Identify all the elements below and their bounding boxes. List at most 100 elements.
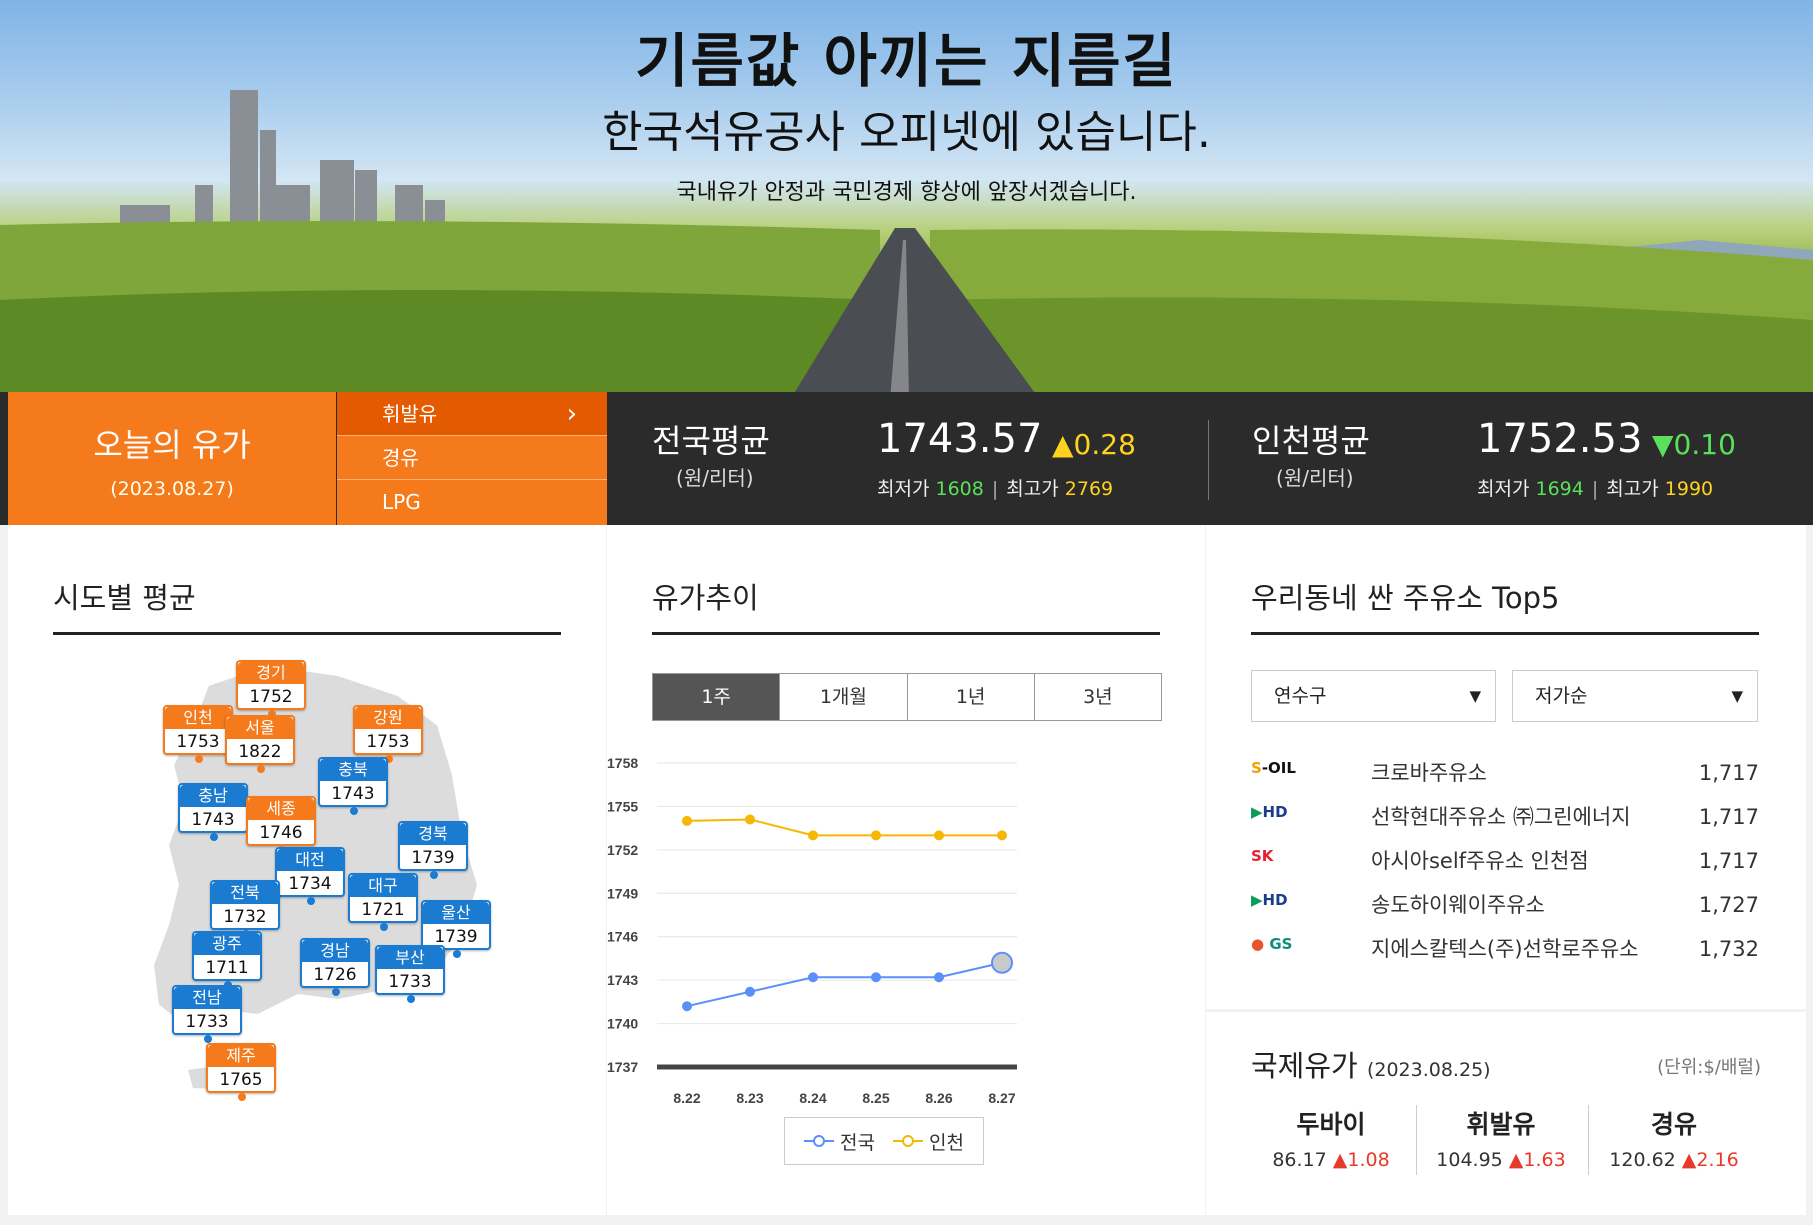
max-label: 최고가	[1606, 478, 1659, 500]
city-marker[interactable]: 전북 1732	[210, 880, 280, 938]
city-marker[interactable]: 제주 1765	[206, 1043, 276, 1101]
city-name: 광주	[194, 933, 260, 955]
city-marker[interactable]: 전남 1733	[172, 985, 242, 1043]
city-value: 1733	[388, 972, 432, 992]
city-marker[interactable]: 대전 1734	[275, 847, 345, 905]
station-row[interactable]: ● GS 지에스칼텍스(주)선학로주유소 1,732	[1251, 927, 1759, 971]
caret-down-icon: ▼	[1731, 687, 1743, 705]
max-label: 최고가	[1006, 478, 1059, 500]
caret-down-icon: ▼	[1469, 687, 1481, 705]
y-tick-label: 1752	[607, 842, 638, 858]
y-tick-label: 1755	[607, 798, 638, 814]
tab-3year[interactable]: 3년	[1083, 686, 1113, 708]
local-average-change: ▼0.10	[1652, 428, 1736, 461]
legend-line-icon	[804, 1135, 835, 1147]
city-marker[interactable]: 충남 1743	[178, 783, 248, 841]
station-row[interactable]: S-OIL 크로바주유소 1,717	[1251, 751, 1759, 795]
tab-1week[interactable]: 1주	[653, 674, 781, 720]
today-price-label: 오늘의 유가 (2023.08.27)	[8, 392, 336, 525]
city-name: 제주	[208, 1045, 274, 1067]
station-name: 크로바주유소	[1371, 761, 1487, 785]
fuel-tab-lpg[interactable]: LPG	[337, 480, 607, 524]
min-value: 1694	[1535, 478, 1584, 500]
fuel-type-tabs: 휘발유 › 경유 LPG	[337, 392, 607, 525]
intl-price-title: 국제유가 (2023.08.25)	[1251, 1043, 1491, 1085]
station-price: 1,717	[1698, 805, 1759, 829]
title-underline	[652, 632, 1160, 635]
station-price: 1,727	[1698, 893, 1759, 917]
price-trend-panel: 유가추이 1주 1개월 1년 3년 1737 1740 1743 1746 1749 17…	[607, 525, 1205, 1215]
series-line	[686, 818, 1002, 837]
data-point	[934, 972, 944, 983]
station-row[interactable]: ▶HD 선학현대주유소 ㈜그린에너지 1,717	[1251, 795, 1759, 839]
city-marker[interactable]: 경남 1726	[300, 938, 370, 996]
city-marker[interactable]: 부산 1733	[375, 945, 445, 1003]
district-select[interactable]: 연수구 ▼	[1251, 670, 1496, 722]
intl-separator	[1416, 1105, 1417, 1175]
station-name: 송도하이웨이주유소	[1371, 893, 1545, 917]
city-value: 1743	[191, 810, 235, 830]
city-marker[interactable]: 세종 1746	[246, 796, 316, 854]
data-point	[745, 986, 755, 997]
x-tick-label: 8.26	[925, 1090, 952, 1106]
local-average-unit: (원/리터)	[1276, 466, 1354, 490]
station-row[interactable]: SK 아시아self주유소 인천점 1,717	[1251, 839, 1759, 883]
top5-panel-title: 우리동네 싼 주유소 Top5	[1251, 581, 1560, 615]
intl-separator	[1588, 1105, 1589, 1175]
x-tick-label: 8.22	[673, 1090, 700, 1106]
city-dot	[307, 897, 315, 905]
city-marker[interactable]: 강원 1753	[353, 705, 423, 763]
title-underline	[1251, 632, 1759, 635]
y-tick-label: 1746	[607, 929, 638, 945]
city-value: 1752	[249, 687, 293, 707]
intl-item-name: 휘발유	[1466, 1110, 1536, 1139]
intl-title-text: 국제유가	[1251, 1049, 1358, 1083]
section-divider	[1206, 1009, 1806, 1012]
national-minmax: 최저가 1608 | 최고가 2769	[877, 478, 1114, 500]
series-line	[686, 961, 1003, 1008]
intl-unit: (단위:$/배럴)	[1657, 1057, 1761, 1078]
city-marker[interactable]: 충북 1743	[318, 757, 388, 815]
station-name: 아시아self주유소 인천점	[1371, 849, 1589, 873]
top5-panel: 우리동네 싼 주유소 Top5 연수구 ▼ 저가순 ▼ S-OIL 크로바주유소 1…	[1206, 525, 1806, 1215]
national-average-change: ▲0.28	[1052, 428, 1136, 461]
city-marker[interactable]: 인천 1753	[163, 705, 233, 763]
min-label: 최저가	[877, 478, 930, 500]
city-value: 1739	[411, 848, 455, 868]
city-marker[interactable]: 대구 1721	[348, 873, 418, 931]
district-value: 연수구	[1274, 685, 1327, 707]
city-dot	[257, 765, 265, 773]
hero-banner: 기름값 아끼는 지름길 한국석유공사 오피넷에 있습니다. 국내유가 안정과 국…	[0, 0, 1813, 400]
city-dot	[453, 950, 461, 958]
soil-logo-icon: S-OIL	[1251, 759, 1296, 777]
city-marker[interactable]: 서울 1822	[225, 715, 295, 773]
station-row[interactable]: ▶HD 송도하이웨이주유소 1,727	[1251, 883, 1759, 927]
data-point	[808, 830, 818, 841]
legend-national[interactable]: 전국	[804, 1128, 875, 1155]
fuel-tab-gasoline[interactable]: 휘발유 ›	[337, 392, 607, 436]
sort-value: 저가순	[1535, 685, 1588, 707]
city-name: 충남	[180, 785, 246, 807]
city-marker[interactable]: 경기 1752	[236, 660, 306, 718]
trend-line-chart: 1737 1740 1743 1746 1749 1752 1755 1758 8.22 8.23…	[607, 755, 1017, 1106]
city-value: 1711	[205, 958, 249, 978]
city-marker[interactable]: 경북 1739	[398, 821, 468, 879]
tab-1month[interactable]: 1개월	[780, 674, 908, 720]
city-value: 1765	[219, 1070, 263, 1090]
city-value: 1721	[361, 900, 405, 920]
sort-select[interactable]: 저가순 ▼	[1512, 670, 1758, 722]
tab-1year[interactable]: 1년	[908, 674, 1035, 720]
y-tick-label: 1743	[607, 972, 638, 988]
city-value: 1753	[176, 732, 220, 752]
landscape-illustration	[0, 90, 1813, 400]
intl-gasoline: 휘발유 104.95 ▲1.63	[1421, 1105, 1581, 1171]
legend-incheon[interactable]: 인천	[893, 1128, 964, 1155]
city-marker[interactable]: 광주 1711	[192, 931, 262, 989]
city-marker[interactable]: 울산 1739	[421, 900, 491, 958]
chart-legend: 전국 인천	[784, 1117, 984, 1165]
chevron-right-icon: ›	[566, 399, 577, 429]
fuel-tab-diesel[interactable]: 경유	[337, 436, 607, 480]
station-price: 1,717	[1698, 849, 1759, 873]
city-name: 충북	[320, 759, 386, 781]
intl-item-value: 104.95	[1436, 1149, 1503, 1171]
